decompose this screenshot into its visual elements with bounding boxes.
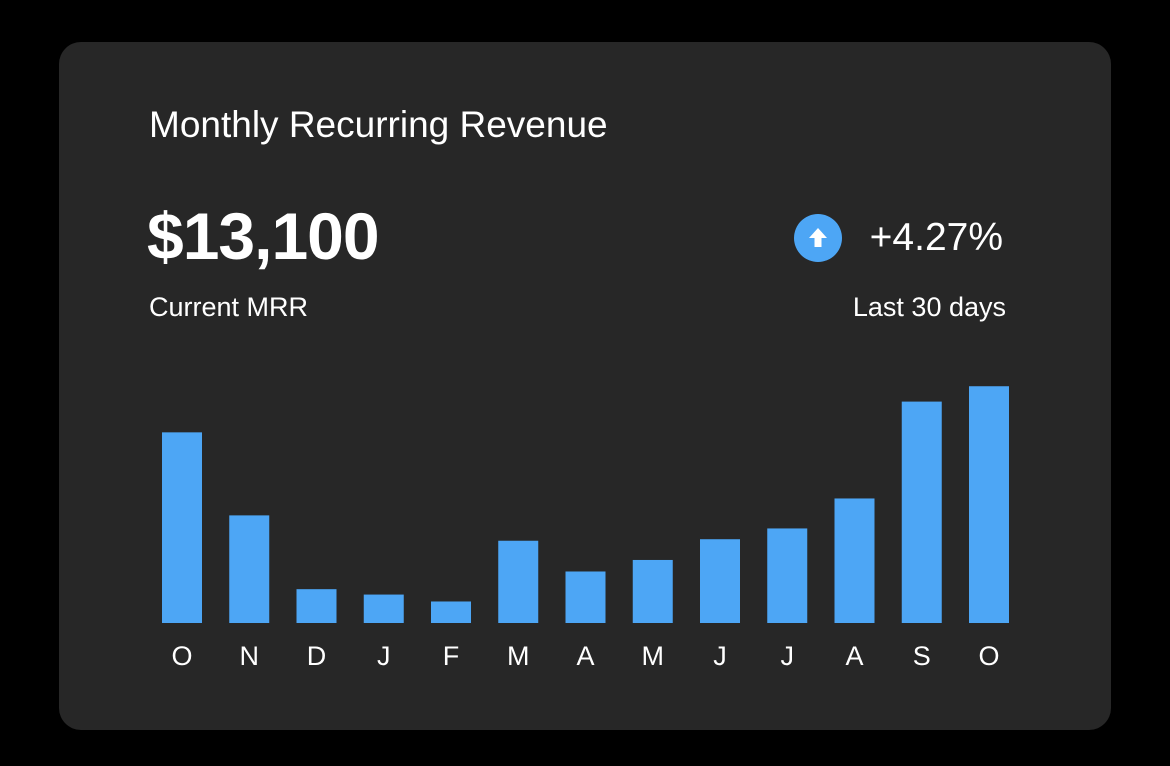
mrr-value-label: Current MRR (149, 292, 309, 322)
x-tick-label-6: A (576, 641, 594, 671)
bar-0 (162, 432, 202, 623)
mrr-value: $13,100 (147, 199, 380, 273)
bar-9 (767, 528, 808, 623)
x-tick-label-1: N (240, 641, 260, 671)
bar-7 (632, 559, 673, 623)
x-tick-label-5: M (507, 641, 530, 671)
bar-11 (901, 401, 942, 623)
bar-1 (229, 515, 270, 624)
x-tick-label-2: D (307, 641, 327, 671)
arrow-up-icon (793, 214, 842, 262)
bar-6 (565, 571, 606, 623)
x-tick-label-7: M (642, 641, 665, 671)
x-tick-label-8: J (713, 641, 727, 671)
x-tick-label-3: J (377, 641, 391, 671)
change-indicator: +4.27% (793, 214, 1003, 262)
x-tick-label-11: S (913, 641, 931, 671)
x-tick-label-10: A (845, 641, 863, 671)
x-tick-label-0: O (171, 641, 192, 671)
x-tick-label-12: O (978, 641, 999, 671)
bar-2 (296, 589, 337, 623)
mrr-card: Monthly Recurring Revenue $13,100 Curren… (59, 42, 1111, 730)
bar-8 (700, 539, 740, 623)
bar-10 (834, 498, 875, 623)
change-percent: +4.27% (869, 216, 1003, 259)
period-label: Last 30 days (852, 292, 1006, 322)
card-title: Monthly Recurring Revenue (149, 104, 608, 145)
bar-5 (498, 540, 539, 623)
x-tick-label-4: F (443, 641, 460, 671)
bar-3 (363, 594, 404, 623)
bar-12 (969, 386, 1009, 624)
bar-4 (431, 601, 471, 623)
x-tick-label-9: J (781, 641, 795, 671)
